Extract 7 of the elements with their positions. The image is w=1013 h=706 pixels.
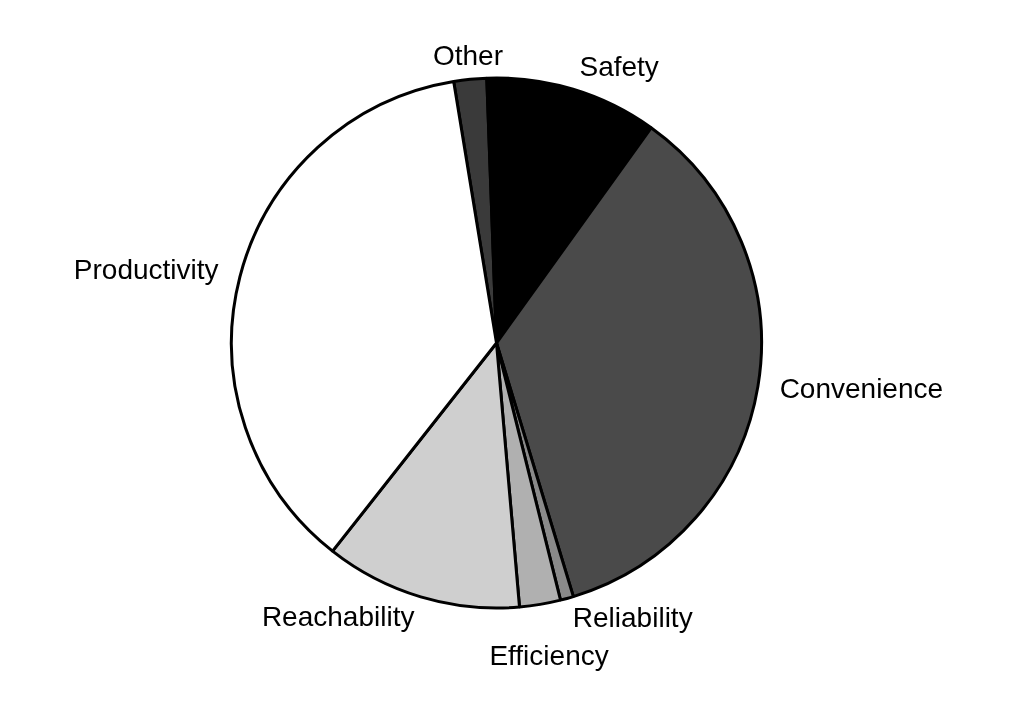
slice-label: Convenience	[779, 372, 944, 404]
slice-label: Safety	[579, 50, 659, 82]
slice-label: Other	[432, 40, 504, 72]
slice-label: Efficiency	[489, 640, 609, 672]
slice-label: Productivity	[73, 254, 219, 286]
slice-label: Reachability	[261, 600, 415, 632]
slice-label: Reliability	[572, 602, 693, 634]
